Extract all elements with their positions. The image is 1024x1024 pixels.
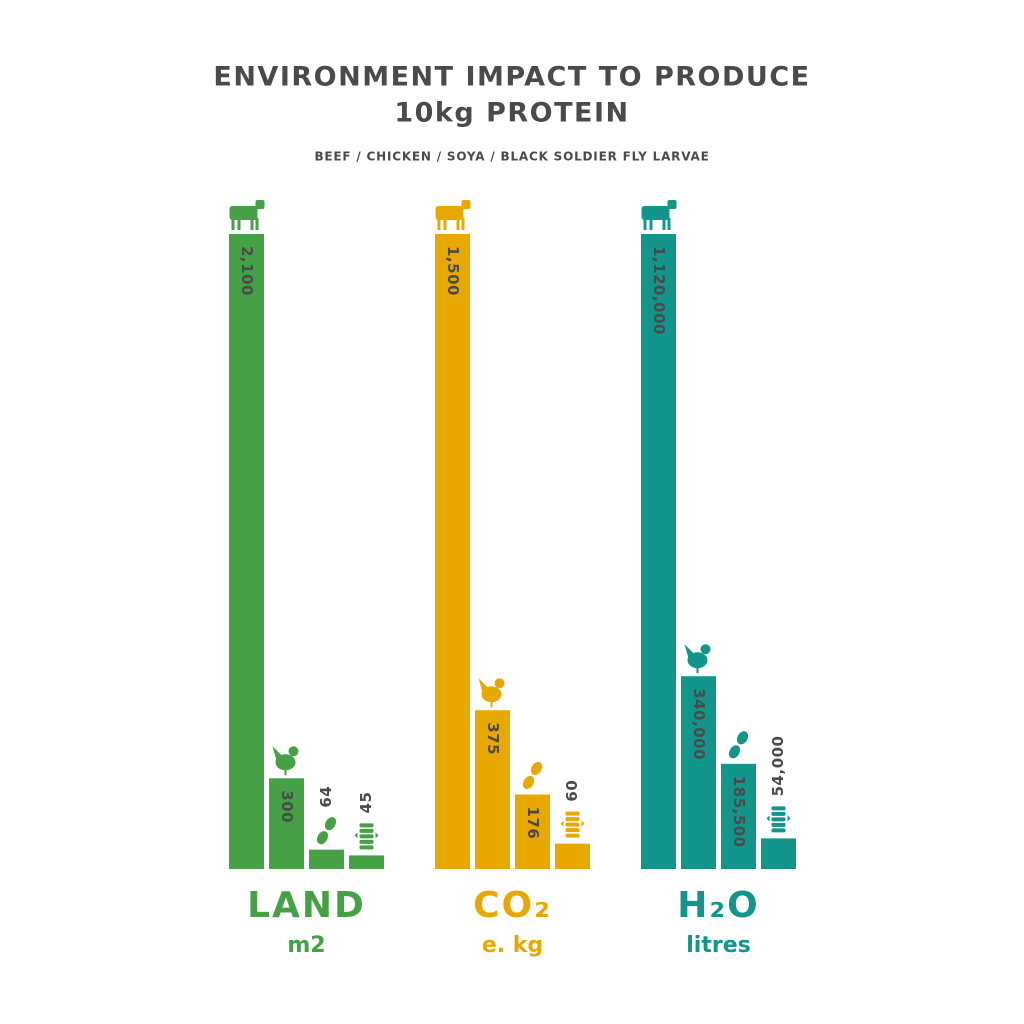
value-label: 1,500 [444, 246, 462, 296]
cow-leg [649, 218, 653, 230]
larva-icon [766, 806, 791, 833]
larva-segment [565, 811, 580, 816]
value-label: 375 [484, 722, 502, 755]
larva-segment [359, 845, 374, 850]
larva-icon [560, 811, 585, 838]
chicken-leg [284, 769, 287, 776]
larva-segment [359, 823, 374, 828]
value-label: 45 [357, 792, 375, 814]
soy-bean [522, 775, 535, 790]
value-label: 2,100 [238, 246, 256, 296]
soy-bean [316, 831, 329, 845]
cow-head [667, 200, 677, 209]
larva-segment [565, 822, 580, 827]
value-label: 54,000 [769, 735, 787, 796]
larva-segment [565, 828, 580, 833]
cow-icon [641, 200, 677, 230]
panel-unit: e. kg [482, 933, 543, 958]
bar [269, 778, 304, 869]
soy-bean [736, 731, 749, 745]
chicken-icon [272, 746, 299, 776]
panel-unit: m2 [287, 933, 325, 958]
cow-leg [437, 218, 441, 230]
cow-head [255, 200, 265, 209]
panel-label: CO₂ [473, 885, 552, 926]
cow-leg [231, 218, 235, 230]
chicken-leg [490, 701, 493, 708]
soy-bean [324, 817, 337, 831]
bar [761, 838, 796, 869]
larva-segment [771, 822, 786, 827]
bar [229, 234, 264, 869]
bar [349, 855, 384, 869]
chicken-icon [684, 644, 711, 674]
cow-leg [443, 218, 447, 230]
chicken-body [481, 686, 502, 703]
chicken-head [494, 678, 505, 689]
cow-icon [229, 200, 265, 230]
larva-segment [565, 817, 580, 822]
soy-bean [530, 761, 543, 776]
value-label: 60 [563, 780, 581, 802]
cow-icon [435, 200, 471, 230]
larva-segment [359, 828, 374, 833]
chicken-tail [684, 644, 695, 659]
panel-label: LAND [247, 885, 366, 926]
chicken-body [275, 754, 296, 771]
larva-segment [771, 817, 786, 822]
larva-segment [359, 839, 374, 844]
panel-label: H₂O [677, 885, 760, 926]
chicken-tail [272, 746, 283, 761]
larva-segment [359, 834, 374, 839]
soy-bean [728, 745, 741, 759]
cow-leg [667, 218, 671, 230]
soy-icon [316, 817, 337, 845]
bar [721, 763, 756, 869]
bar [681, 676, 716, 869]
title-line: 10kg PROTEIN [394, 98, 629, 129]
chicken-head [700, 644, 711, 655]
value-label: 1,120,000 [650, 246, 668, 335]
larva-spikes [766, 815, 791, 822]
panel-unit: litres [686, 933, 750, 958]
bar [435, 234, 470, 869]
chicken-leg [696, 667, 699, 674]
larva-icon [354, 823, 379, 850]
cow-body [229, 206, 258, 220]
bar [475, 710, 510, 869]
larva-segment [565, 833, 580, 838]
cow-body [641, 206, 670, 220]
larva-segment [771, 828, 786, 833]
cow-leg [662, 218, 666, 230]
bar [309, 849, 344, 869]
cow-leg [643, 218, 647, 230]
chicken-tail [478, 678, 489, 693]
title-line: ENVIRONMENT IMPACT TO PRODUCE [213, 62, 810, 93]
bar [641, 234, 676, 869]
value-label: 64 [317, 786, 335, 808]
cow-body [435, 206, 464, 220]
chicken-head [288, 746, 299, 757]
bar [555, 843, 590, 869]
value-label: 176 [524, 806, 542, 839]
larva-spikes [560, 820, 585, 827]
value-label: 340,000 [690, 688, 708, 760]
value-label: 300 [278, 790, 296, 823]
chicken-body [687, 652, 708, 669]
larva-segment [771, 811, 786, 816]
larva-segment [771, 806, 786, 811]
value-label: 185,500 [730, 776, 748, 848]
soy-icon [522, 761, 543, 790]
subtitle: BEEF / CHICKEN / SOYA / BLACK SOLDIER FL… [314, 150, 709, 164]
cow-leg [250, 218, 254, 230]
cow-leg [461, 218, 465, 230]
bar [515, 794, 550, 869]
cow-head [461, 200, 471, 209]
soy-icon [728, 731, 749, 759]
cow-leg [456, 218, 460, 230]
chicken-icon [478, 678, 505, 708]
cow-leg [255, 218, 259, 230]
cow-leg [237, 218, 241, 230]
